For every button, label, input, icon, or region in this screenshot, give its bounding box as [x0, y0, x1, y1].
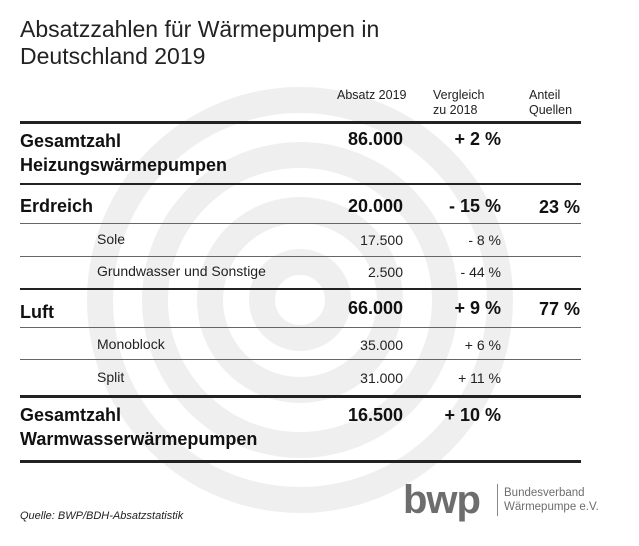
row-label-line-1: Gesamtzahl [20, 405, 122, 425]
title-line-1: Absatzzahlen für Wärmepumpen in [20, 16, 380, 42]
anteil-value: 23 % [538, 197, 580, 217]
source-note: Quelle: BWP/BDH-Absatzstatistik [20, 510, 184, 522]
header-anteil-1: Anteil [529, 88, 561, 102]
row-label: Luft [20, 302, 54, 322]
divider [20, 183, 581, 185]
row-label-line-2: Heizungswärmepumpen [20, 155, 228, 175]
absatz-value: 86.000 [347, 129, 403, 149]
row-label: Erdreich [20, 196, 94, 216]
row-label-line-2: Warmwasserwärmepumpen [20, 429, 258, 449]
absatz-value: 35.000 [360, 337, 403, 353]
absatz-value: 20.000 [347, 196, 403, 216]
vergleich-value: - 8 % [468, 232, 501, 248]
vergleich-value: + 11 % [458, 370, 501, 386]
divider [20, 288, 581, 290]
bwp-logo: bwp [403, 478, 493, 522]
header-anteil: Anteil Quellen [529, 88, 572, 118]
divider [20, 327, 581, 328]
header-absatz: Absatz 2019 [337, 88, 407, 102]
absatz-value: 66.000 [347, 298, 403, 318]
row-label: Sole [97, 231, 126, 247]
divider [20, 256, 581, 257]
vergleich-value: - 15 % [448, 196, 501, 216]
row-label: Grundwasser und Sonstige [97, 263, 266, 279]
vergleich-value: + 2 % [454, 129, 501, 149]
header-anteil-2: Quellen [529, 103, 573, 117]
divider [20, 395, 581, 398]
vergleich-value: + 9 % [454, 298, 501, 318]
header-vergleich-2: zu 2018 [433, 103, 478, 117]
vergleich-value: - 44 % [460, 264, 501, 280]
anteil-value: 77 % [538, 299, 580, 319]
logo-divider [497, 484, 498, 516]
divider [20, 223, 581, 224]
page-title: Absatzzahlen für Wärmepumpen in Deutschl… [20, 16, 379, 70]
divider [20, 121, 581, 124]
logo-line-1: Bundesverband [504, 487, 585, 499]
logo-line-2: Wärmepumpe e.V. [504, 501, 599, 513]
divider [20, 460, 581, 463]
header-vergleich: Vergleich zu 2018 [433, 88, 484, 118]
absatz-value: 16.500 [347, 405, 403, 425]
absatz-value: 31.000 [360, 370, 403, 386]
header-vergleich-1: Vergleich [433, 88, 485, 102]
row-label: Split [97, 369, 125, 385]
row-label: Monoblock [97, 336, 165, 352]
row-label-line-1: Gesamtzahl [20, 131, 122, 151]
vergleich-value: + 10 % [444, 405, 501, 425]
row-label: Gesamtzahl Warmwasserwärmepumpen [20, 403, 257, 451]
logo-text: Bundesverband Wärmepumpe e.V. [504, 486, 599, 514]
title-line-2: Deutschland 2019 [20, 43, 206, 69]
absatz-value: 2.500 [367, 264, 403, 280]
absatz-value: 17.500 [360, 232, 403, 248]
vergleich-value: + 6 % [464, 337, 501, 353]
row-label: Gesamtzahl Heizungswärmepumpen [20, 129, 227, 177]
logo-mark: bwp [403, 478, 481, 522]
divider [20, 359, 581, 360]
